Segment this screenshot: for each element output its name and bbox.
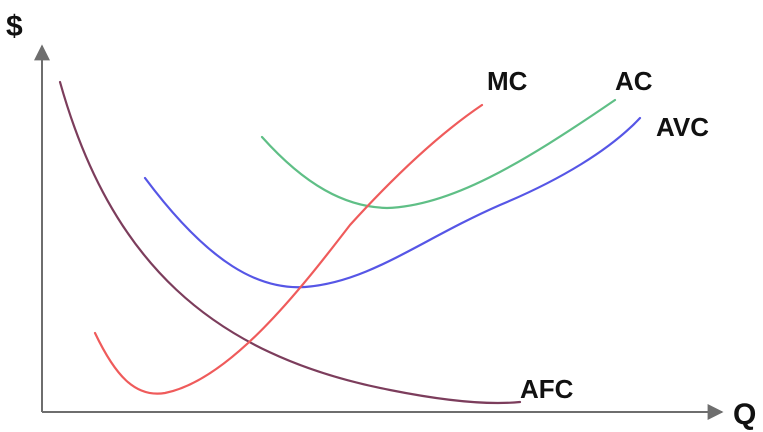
x-axis-label: Q xyxy=(733,398,756,431)
y-axis-label: $ xyxy=(6,10,23,43)
afc-label: AFC xyxy=(520,374,574,404)
avc-label: AVC xyxy=(656,112,709,142)
mc-curve xyxy=(93,103,484,395)
ac-curve xyxy=(260,98,617,210)
avc-curve xyxy=(143,116,642,289)
ac-label: AC xyxy=(615,66,653,96)
mc-label: MC xyxy=(487,66,528,96)
afc-curve xyxy=(58,80,522,405)
